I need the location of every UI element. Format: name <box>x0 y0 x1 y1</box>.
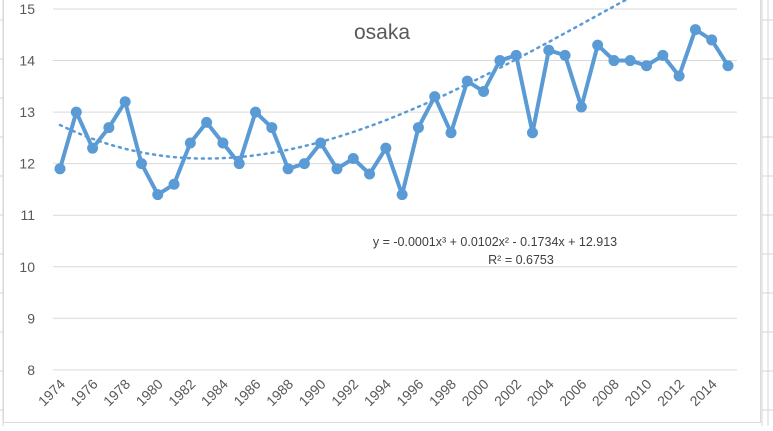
chart-title: osaka <box>354 21 410 44</box>
data-point <box>412 122 424 134</box>
trendline <box>58 0 629 160</box>
data-point <box>380 142 392 154</box>
data-point <box>119 96 131 108</box>
x-tick-label: 1990 <box>295 376 328 409</box>
x-tick-label: 1988 <box>263 376 296 409</box>
data-point <box>233 158 245 170</box>
data-point <box>722 60 734 72</box>
x-tick-label: 2002 <box>491 376 524 409</box>
data-point <box>429 91 441 103</box>
data-point <box>152 189 164 201</box>
x-tick-label: 1984 <box>198 376 231 409</box>
y-tick-label: 8 <box>27 362 35 378</box>
x-tick-label: 1998 <box>426 376 459 409</box>
x-tick-label: 1996 <box>393 376 426 409</box>
x-axis-labels: 1974 1976 1978 1980 1982 1984 1986 1988 1990 1992… <box>35 376 720 409</box>
data-point <box>70 106 82 118</box>
data-point <box>87 142 99 154</box>
data-point <box>250 106 262 118</box>
x-tick-label: 1980 <box>133 376 166 409</box>
x-tick-label: 1992 <box>328 376 361 409</box>
y-tick-label: 10 <box>19 259 35 275</box>
data-point <box>559 49 571 61</box>
data-point <box>298 158 310 170</box>
data-point <box>135 158 147 170</box>
y-tick-label: 11 <box>20 207 35 223</box>
data-point <box>445 127 457 139</box>
r-squared-label: R² = 0.6753 <box>488 253 554 267</box>
x-tick-label: 2000 <box>458 376 491 409</box>
data-markers <box>54 24 734 201</box>
data-point <box>624 55 636 67</box>
x-tick-label: 1974 <box>35 376 68 409</box>
data-point <box>592 39 604 51</box>
data-point <box>494 55 506 67</box>
x-tick-label: 1994 <box>361 376 394 409</box>
data-point <box>168 178 180 190</box>
x-tick-label: 1982 <box>165 376 198 409</box>
data-point <box>396 189 408 201</box>
y-tick-label: 13 <box>19 104 35 120</box>
data-point <box>217 137 229 149</box>
data-point <box>657 49 669 61</box>
chart-area[interactable]: 8 9 10 11 12 13 14 15 1974 1976 1978 1980 1982 1984 1… <box>3 0 761 423</box>
data-point <box>461 75 473 87</box>
gridlines <box>53 8 737 371</box>
data-point <box>331 163 343 175</box>
data-point <box>689 24 701 36</box>
data-point <box>347 152 359 164</box>
data-point <box>575 101 587 113</box>
data-point <box>478 85 490 97</box>
y-tick-label: 14 <box>19 53 35 69</box>
x-tick-label: 2014 <box>686 376 719 409</box>
y-tick-label: 15 <box>19 1 35 17</box>
data-point <box>526 127 538 139</box>
x-tick-label: 2008 <box>589 376 622 409</box>
y-axis-labels: 8 9 10 11 12 13 14 15 <box>19 1 35 378</box>
data-point <box>706 34 718 46</box>
x-tick-label: 2006 <box>556 376 589 409</box>
x-tick-label: 1986 <box>230 376 263 409</box>
y-tick-label: 9 <box>27 310 35 326</box>
data-point <box>184 137 196 149</box>
data-point <box>54 163 66 175</box>
trendline-equation: y = -0.0001x³ + 0.0102x² - 0.1734x + 12.… <box>373 235 617 249</box>
data-point <box>510 49 522 61</box>
data-point <box>673 70 685 82</box>
x-tick-label: 2010 <box>621 376 654 409</box>
data-point <box>364 168 376 180</box>
data-point <box>315 137 327 149</box>
data-point <box>201 116 213 128</box>
data-point <box>103 122 115 134</box>
data-point <box>641 60 653 72</box>
data-point <box>282 163 294 175</box>
x-tick-label: 2004 <box>524 376 557 409</box>
x-tick-label: 1978 <box>100 376 133 409</box>
x-tick-label: 2012 <box>654 376 687 409</box>
x-tick-label: 1976 <box>67 376 100 409</box>
data-point <box>266 122 278 134</box>
data-point <box>608 55 620 67</box>
y-tick-label: 12 <box>19 156 35 172</box>
data-point <box>543 44 555 56</box>
